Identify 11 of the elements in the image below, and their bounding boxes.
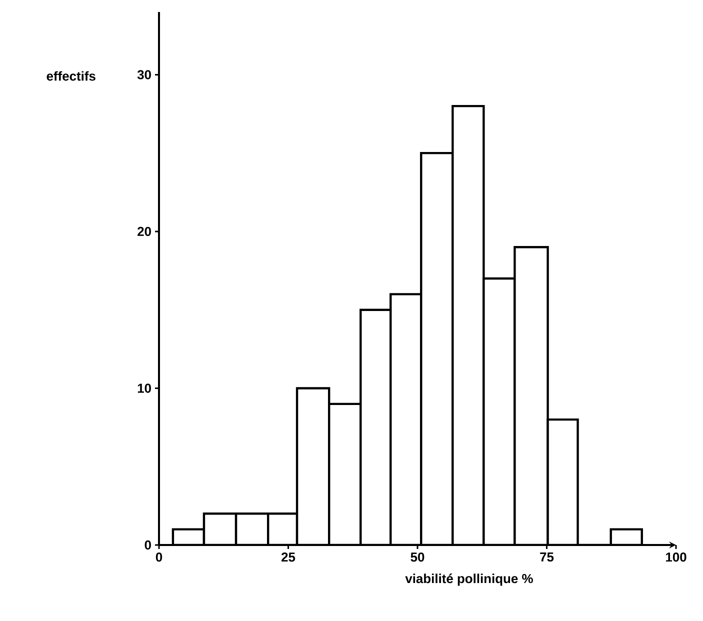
x-tick-label: 0 xyxy=(156,552,162,562)
x-tick-label: 75 xyxy=(540,552,554,562)
y-axis-title: effectifs xyxy=(46,71,96,81)
y-tick-label: 0 xyxy=(144,540,151,550)
y-tick-label: 30 xyxy=(137,70,151,80)
x-tick-label: 50 xyxy=(410,552,424,562)
y-tick-label: 20 xyxy=(138,226,151,236)
x-tick-label: 25 xyxy=(282,552,296,562)
x-tick-label: 100 xyxy=(666,552,686,562)
x-axis-title: viabilité pollinique % xyxy=(405,574,533,586)
y-tick-label: 10 xyxy=(138,384,151,393)
